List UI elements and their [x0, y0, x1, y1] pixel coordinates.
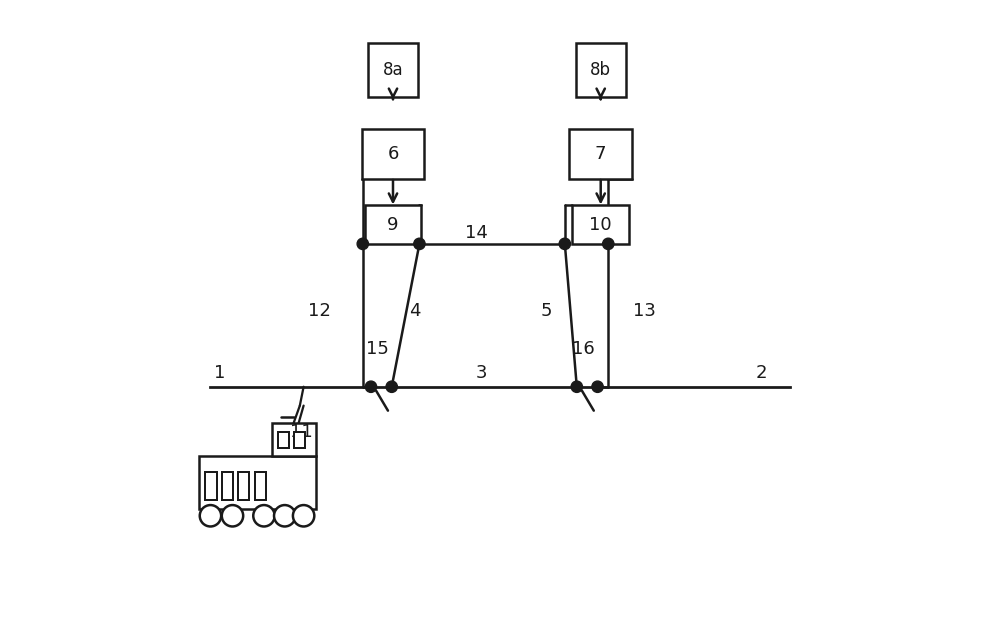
Circle shape — [253, 505, 275, 526]
Text: 3: 3 — [475, 364, 487, 382]
FancyBboxPatch shape — [272, 424, 316, 456]
Text: 16: 16 — [572, 340, 594, 358]
FancyBboxPatch shape — [576, 43, 626, 97]
FancyBboxPatch shape — [365, 206, 421, 244]
Text: 14: 14 — [465, 224, 488, 241]
FancyBboxPatch shape — [572, 206, 629, 244]
FancyBboxPatch shape — [294, 432, 305, 448]
Circle shape — [357, 238, 368, 250]
Circle shape — [200, 505, 221, 526]
Circle shape — [222, 505, 243, 526]
Circle shape — [274, 505, 295, 526]
Text: 8b: 8b — [590, 61, 611, 79]
FancyBboxPatch shape — [569, 129, 632, 179]
Circle shape — [603, 238, 614, 250]
Text: 15: 15 — [366, 340, 389, 358]
FancyBboxPatch shape — [362, 129, 424, 179]
Text: 12: 12 — [308, 302, 331, 320]
Circle shape — [365, 381, 377, 392]
FancyBboxPatch shape — [222, 472, 233, 500]
Text: 2: 2 — [755, 364, 767, 382]
Circle shape — [592, 381, 603, 392]
FancyBboxPatch shape — [368, 43, 418, 97]
Text: 11: 11 — [290, 423, 313, 441]
Text: 5: 5 — [540, 302, 552, 320]
FancyBboxPatch shape — [278, 432, 289, 448]
FancyBboxPatch shape — [255, 472, 266, 500]
Text: 13: 13 — [633, 302, 656, 320]
Circle shape — [559, 238, 570, 250]
Circle shape — [293, 505, 314, 526]
FancyBboxPatch shape — [238, 472, 249, 500]
Text: 1: 1 — [214, 364, 226, 382]
Text: 6: 6 — [387, 145, 399, 163]
Text: 4: 4 — [409, 302, 421, 320]
Circle shape — [386, 381, 397, 392]
Text: 8a: 8a — [383, 61, 403, 79]
Text: 9: 9 — [387, 216, 399, 234]
Text: 10: 10 — [589, 216, 612, 234]
Circle shape — [571, 381, 582, 392]
Text: 7: 7 — [595, 145, 606, 163]
FancyBboxPatch shape — [205, 472, 217, 500]
FancyBboxPatch shape — [199, 456, 316, 509]
Circle shape — [414, 238, 425, 250]
